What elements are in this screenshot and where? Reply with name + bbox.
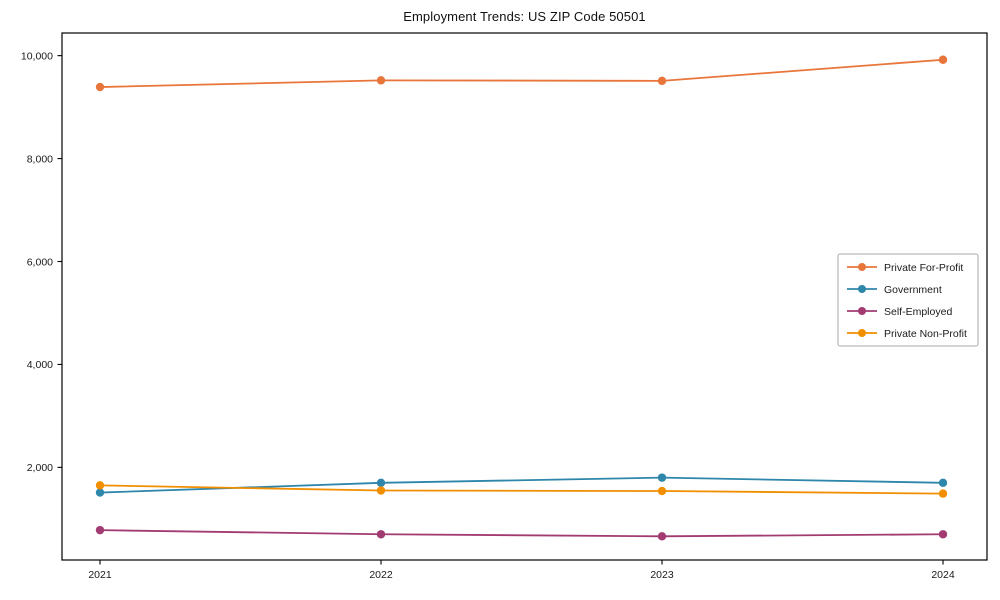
x-tick-label: 2024	[931, 569, 955, 581]
data-point	[376, 530, 386, 539]
legend-label: Self-Employed	[884, 306, 952, 318]
legend: Private For-Profit Government Self-Employe…	[837, 253, 979, 347]
series-self-employed	[95, 525, 948, 541]
legend-label: Private Non-Profit	[884, 328, 967, 340]
legend-label: Private For-Profit	[884, 262, 963, 274]
x-tick-label: 2023	[650, 569, 674, 581]
legend-marker-dot	[858, 285, 866, 293]
y-tick-label: 2,000	[27, 462, 53, 474]
data-point	[938, 55, 948, 64]
data-point	[95, 481, 105, 490]
data-point	[95, 525, 105, 535]
y-axis: 2,000 4,000 6,000 8,000 10,000	[21, 50, 62, 474]
y-tick-label: 6,000	[27, 256, 53, 268]
data-point	[657, 486, 667, 496]
legend-marker-dot	[858, 263, 866, 271]
legend-item-private-non-profit: Private Non-Profit	[847, 328, 967, 340]
legend-item-private-for-profit: Private For-Profit	[847, 262, 963, 274]
data-point	[657, 532, 667, 541]
series-line	[99, 58, 944, 88]
x-axis: 2021 2022 2023 2024	[88, 560, 955, 581]
legend-box	[837, 253, 979, 347]
y-tick-label: 4,000	[27, 359, 53, 371]
data-point	[376, 486, 386, 495]
legend-marker-dot	[858, 307, 866, 315]
chart-title: Employment Trends: US ZIP Code 50501	[403, 9, 646, 24]
data-point	[95, 488, 105, 497]
data-point	[938, 489, 948, 498]
legend-label: Government	[884, 284, 942, 296]
data-point	[938, 530, 948, 539]
legend-item-self-employed: Self-Employed	[847, 306, 952, 318]
data-point	[376, 478, 386, 488]
plot-border	[61, 32, 988, 561]
series-private-for-profit	[95, 55, 948, 92]
data-point	[657, 473, 667, 482]
series-line	[99, 529, 944, 538]
series-private-non-profit	[95, 481, 948, 498]
legend-item-government: Government	[847, 284, 942, 296]
data-point	[657, 76, 667, 86]
data-point	[95, 82, 105, 92]
series-line	[99, 484, 944, 495]
y-tick-label: 10,000	[21, 50, 53, 62]
x-tick-label: 2021	[88, 569, 112, 581]
y-tick-label: 8,000	[27, 153, 53, 165]
x-tick-label: 2022	[369, 569, 393, 581]
legend-marker-dot	[858, 329, 866, 337]
data-point	[376, 76, 386, 85]
data-point	[938, 478, 948, 488]
